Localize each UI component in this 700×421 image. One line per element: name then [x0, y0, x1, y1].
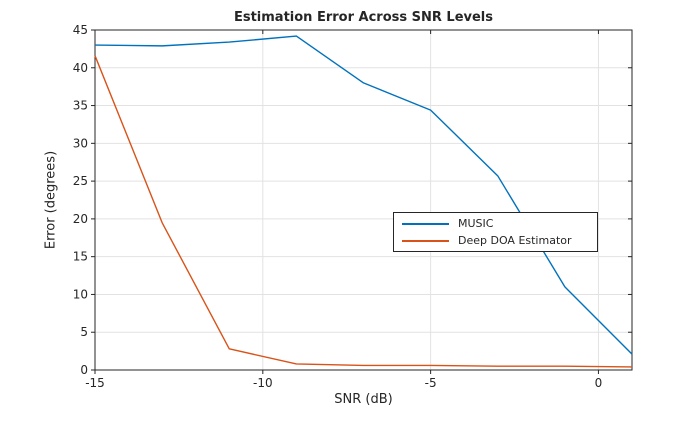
legend: MUSIC Deep DOA Estimator: [393, 212, 598, 252]
x-axis-label: SNR (dB): [334, 392, 393, 407]
y-tick-label: 25: [73, 174, 88, 188]
legend-label-deep-doa: Deep DOA Estimator: [458, 234, 572, 247]
legend-label-music: MUSIC: [458, 217, 494, 230]
y-tick-label: 20: [73, 212, 88, 226]
chart-title: Estimation Error Across SNR Levels: [233, 10, 494, 25]
series-line-deep-doa-estimator: [94, 55, 633, 368]
y-tick-label: 10: [73, 287, 88, 301]
legend-line-sample-deep-doa: [402, 239, 449, 242]
y-tick-label: 30: [73, 136, 88, 150]
y-tick-label: 5: [80, 325, 88, 339]
y-tick-label: 15: [73, 250, 88, 264]
series-line-music: [94, 35, 633, 355]
y-axis-label: Error (degrees): [43, 150, 59, 250]
x-tick-label: 0: [595, 376, 603, 390]
x-tick-label: -15: [85, 376, 105, 390]
legend-entry-music: MUSIC: [402, 217, 597, 230]
x-tick-label: -5: [425, 376, 437, 390]
y-tick-label: 45: [73, 23, 88, 37]
legend-entry-deep-doa: Deep DOA Estimator: [402, 234, 597, 247]
axes-box: [94, 29, 633, 371]
legend-line-sample-music: [402, 222, 449, 225]
y-tick-label: 35: [73, 99, 88, 113]
y-tick-label: 40: [73, 61, 88, 75]
y-tick-label: 0: [80, 363, 88, 377]
x-tick-label: -10: [253, 376, 273, 390]
